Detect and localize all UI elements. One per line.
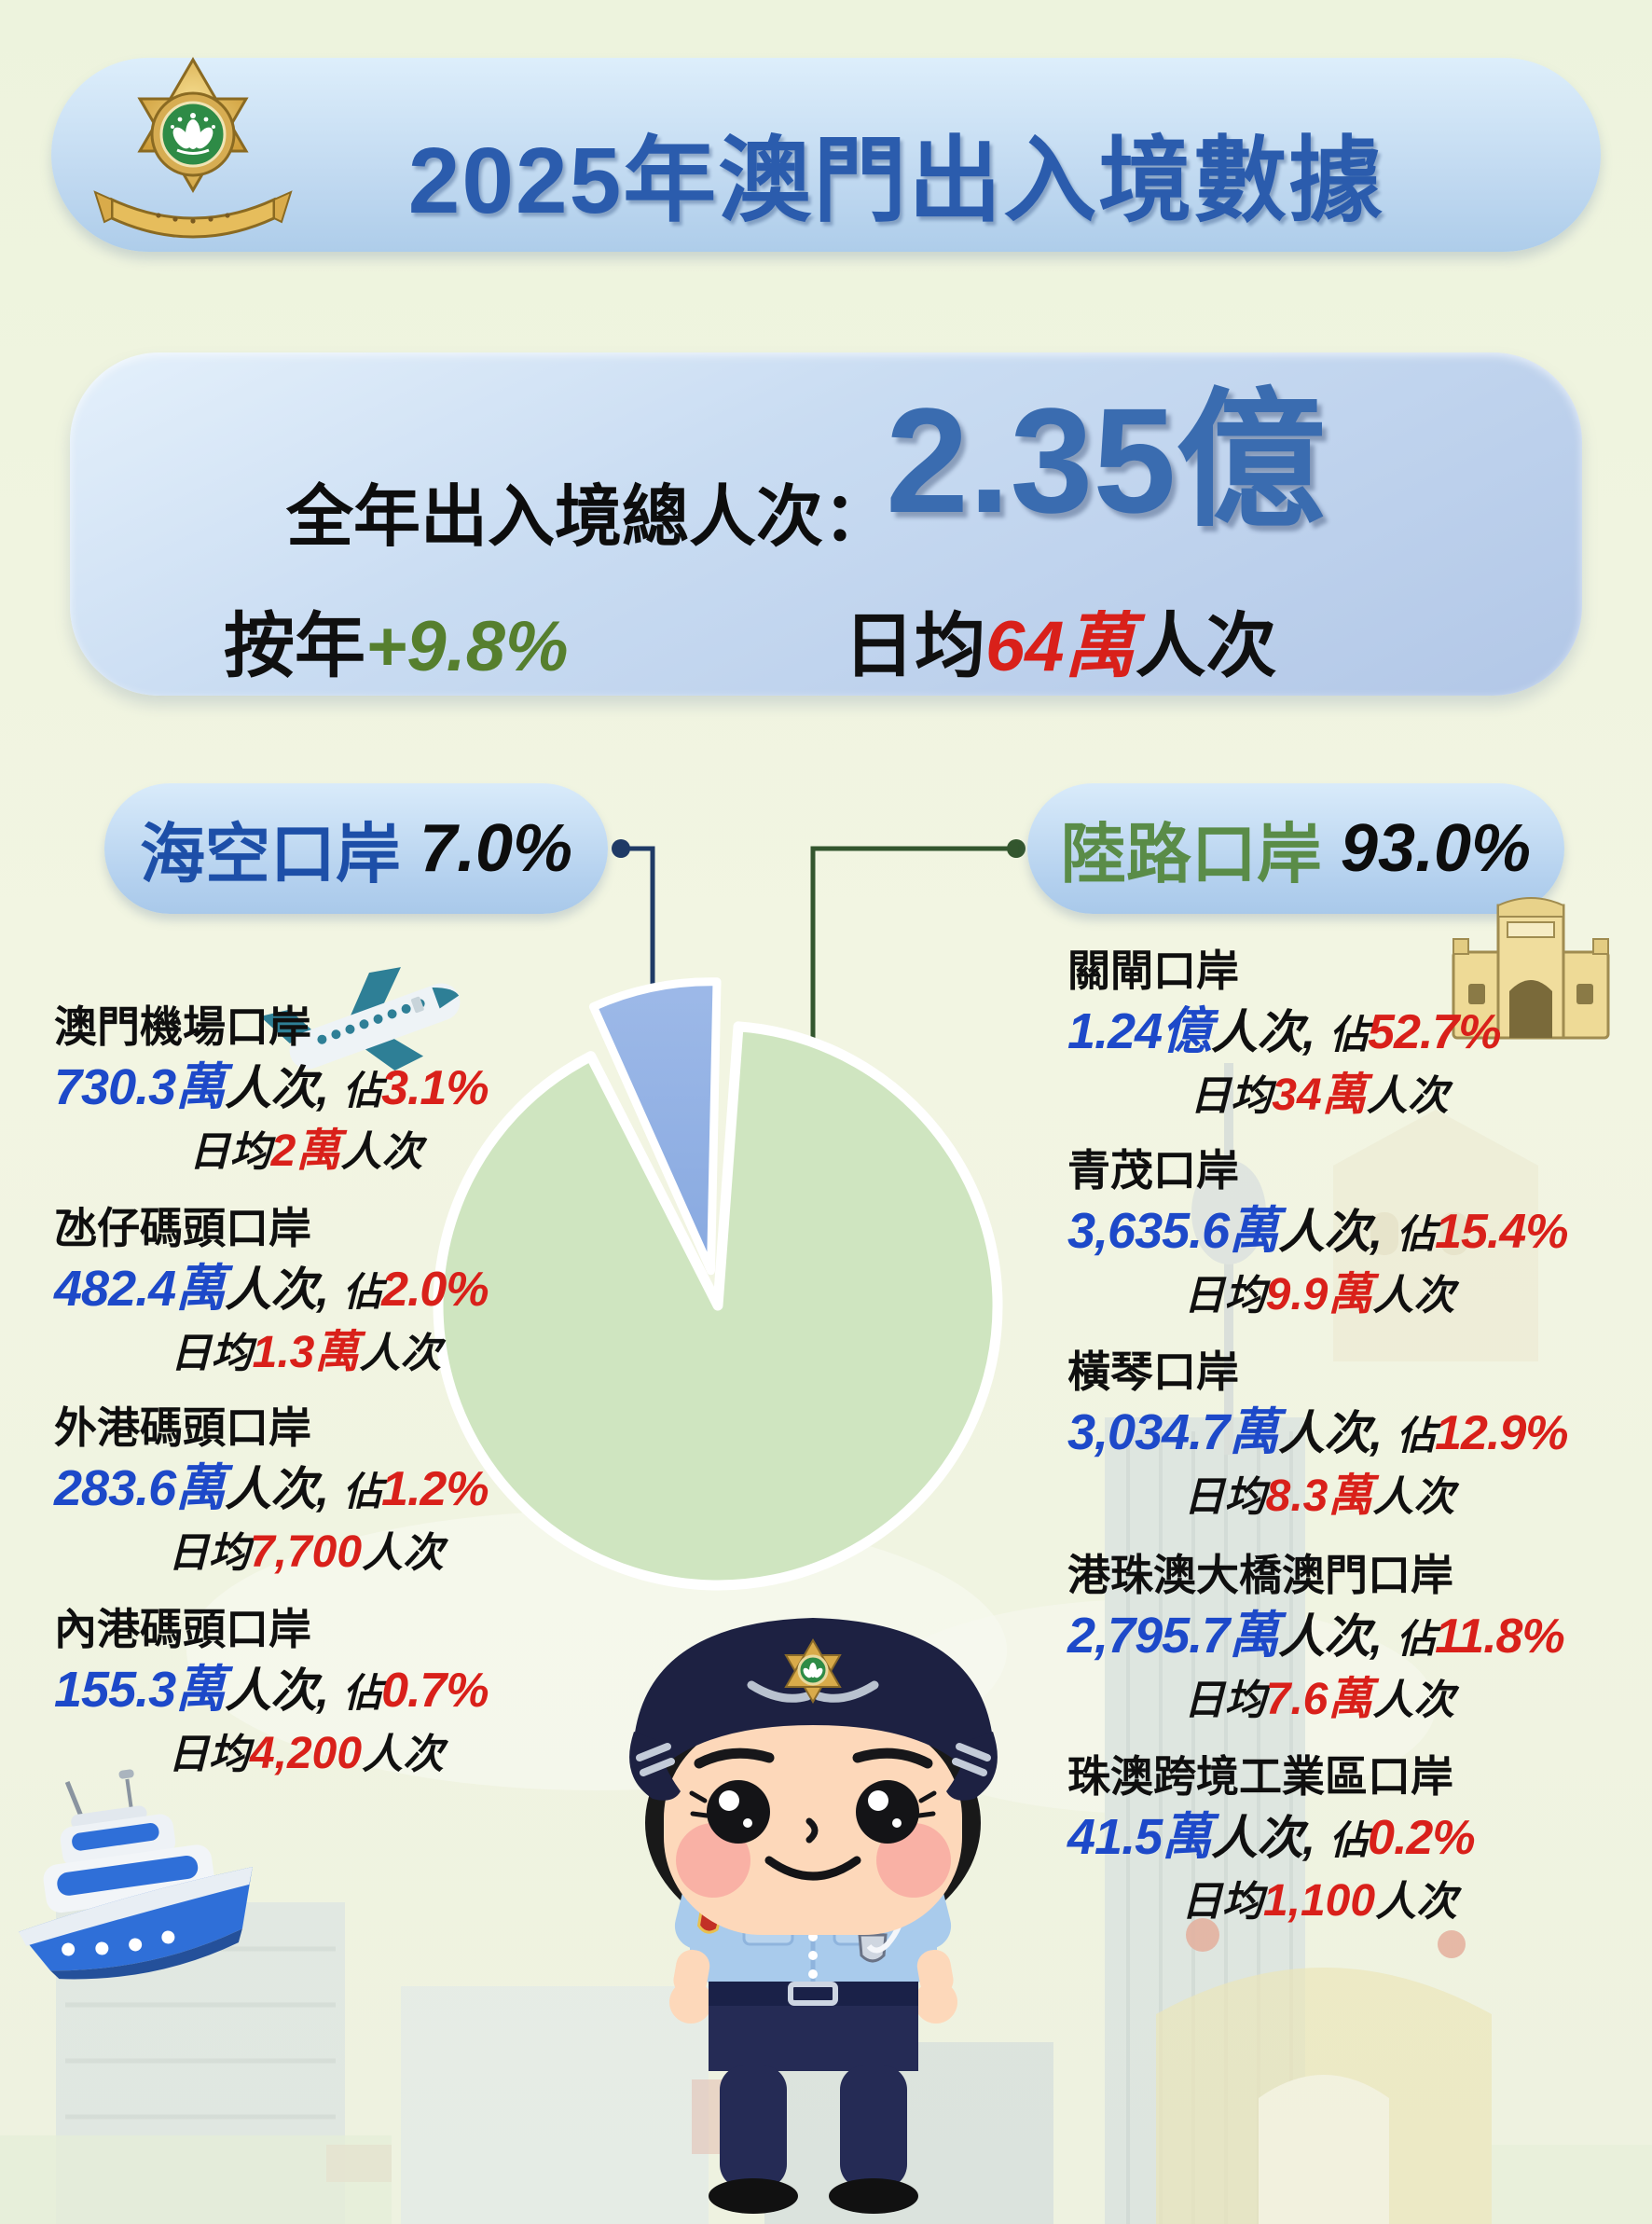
port-entry-inner-harbour: 內港碼頭口岸 155.3萬人次, 佔0.7% 日均4,200人次 (54, 1605, 489, 1778)
pill-land-pct: 93.0% (1340, 811, 1532, 886)
pill-land: 陸路口岸 93.0% (1027, 783, 1564, 914)
summary-daily: 日均64萬人次 (844, 607, 1277, 686)
port-entry-taipa-ferry: 氹仔碼頭口岸 482.4萬人次, 佔2.0% 日均1.3萬人次 (54, 1204, 489, 1377)
port-entry-macau-airport: 澳門機場口岸 730.3萬人次, 佔3.1% 日均2萬人次 (54, 1002, 489, 1176)
summary-total-value: 2.35億 (886, 377, 1326, 544)
pie-slice-land (433, 1021, 1003, 1591)
page-title: 2025年澳門出入境數據 (407, 129, 1384, 233)
summary-total-label: 全年出入境總人次： (286, 480, 891, 555)
daily-value: 64萬 (985, 607, 1136, 686)
pill-sea-air-pct: 7.0% (419, 811, 573, 886)
port-entry-hzmb: 港珠澳大橋澳門口岸 2,795.7萬人次, 佔11.8% 日均7.6萬人次 (1067, 1551, 1565, 1724)
pill-sea-air-label: 海空口岸 (139, 817, 401, 891)
police-officer-mascot (629, 1618, 998, 2214)
airplane-icon (259, 967, 461, 1071)
macau-police-badge-icon (93, 57, 293, 239)
pill-land-label: 陸路口岸 (1060, 817, 1322, 891)
port-entry-border-gate: 關閘口岸 1.24億人次, 佔52.7% 日均34萬人次 (1067, 946, 1501, 1120)
yoy-value: +9.8% (365, 607, 569, 686)
port-entry-outer-harbour: 外港碼頭口岸 283.6萬人次, 佔1.2% 日均7,700人次 (54, 1403, 489, 1577)
port-entry-qingmao: 青茂口岸 3,635.6萬人次, 佔15.4% 日均9.9萬人次 (1067, 1146, 1569, 1319)
summary-yoy: 按年+9.8% (224, 607, 569, 686)
border-gate-icon (1452, 897, 1610, 1040)
port-entry-cross-border-industrial: 珠澳跨境工業區口岸 41.5萬人次, 佔0.2% 日均1,100人次 (1067, 1752, 1476, 1926)
pie-slice-sea-air (588, 977, 722, 1276)
header-banner (51, 58, 1601, 252)
ferry-boat-icon (19, 1769, 253, 1980)
pill-sea-air: 海空口岸 7.0% (104, 783, 608, 914)
summary-box: 全年出入境總人次： 2.35億 按年+9.8% 日均64萬人次 (70, 352, 1582, 696)
port-entry-hengqin: 橫琴口岸 3,034.7萬人次, 佔12.9% 日均8.3萬人次 (1067, 1347, 1569, 1521)
